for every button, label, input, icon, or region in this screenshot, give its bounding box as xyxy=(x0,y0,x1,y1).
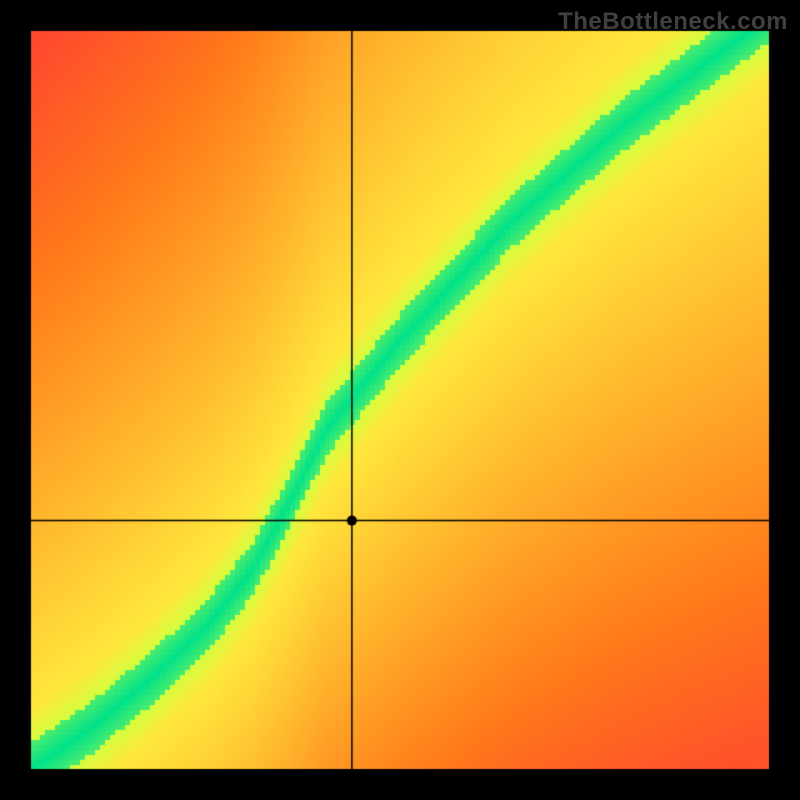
bottleneck-heatmap-canvas xyxy=(0,0,800,800)
chart-container: TheBottleneck.com xyxy=(0,0,800,800)
watermark-text: TheBottleneck.com xyxy=(558,8,788,36)
